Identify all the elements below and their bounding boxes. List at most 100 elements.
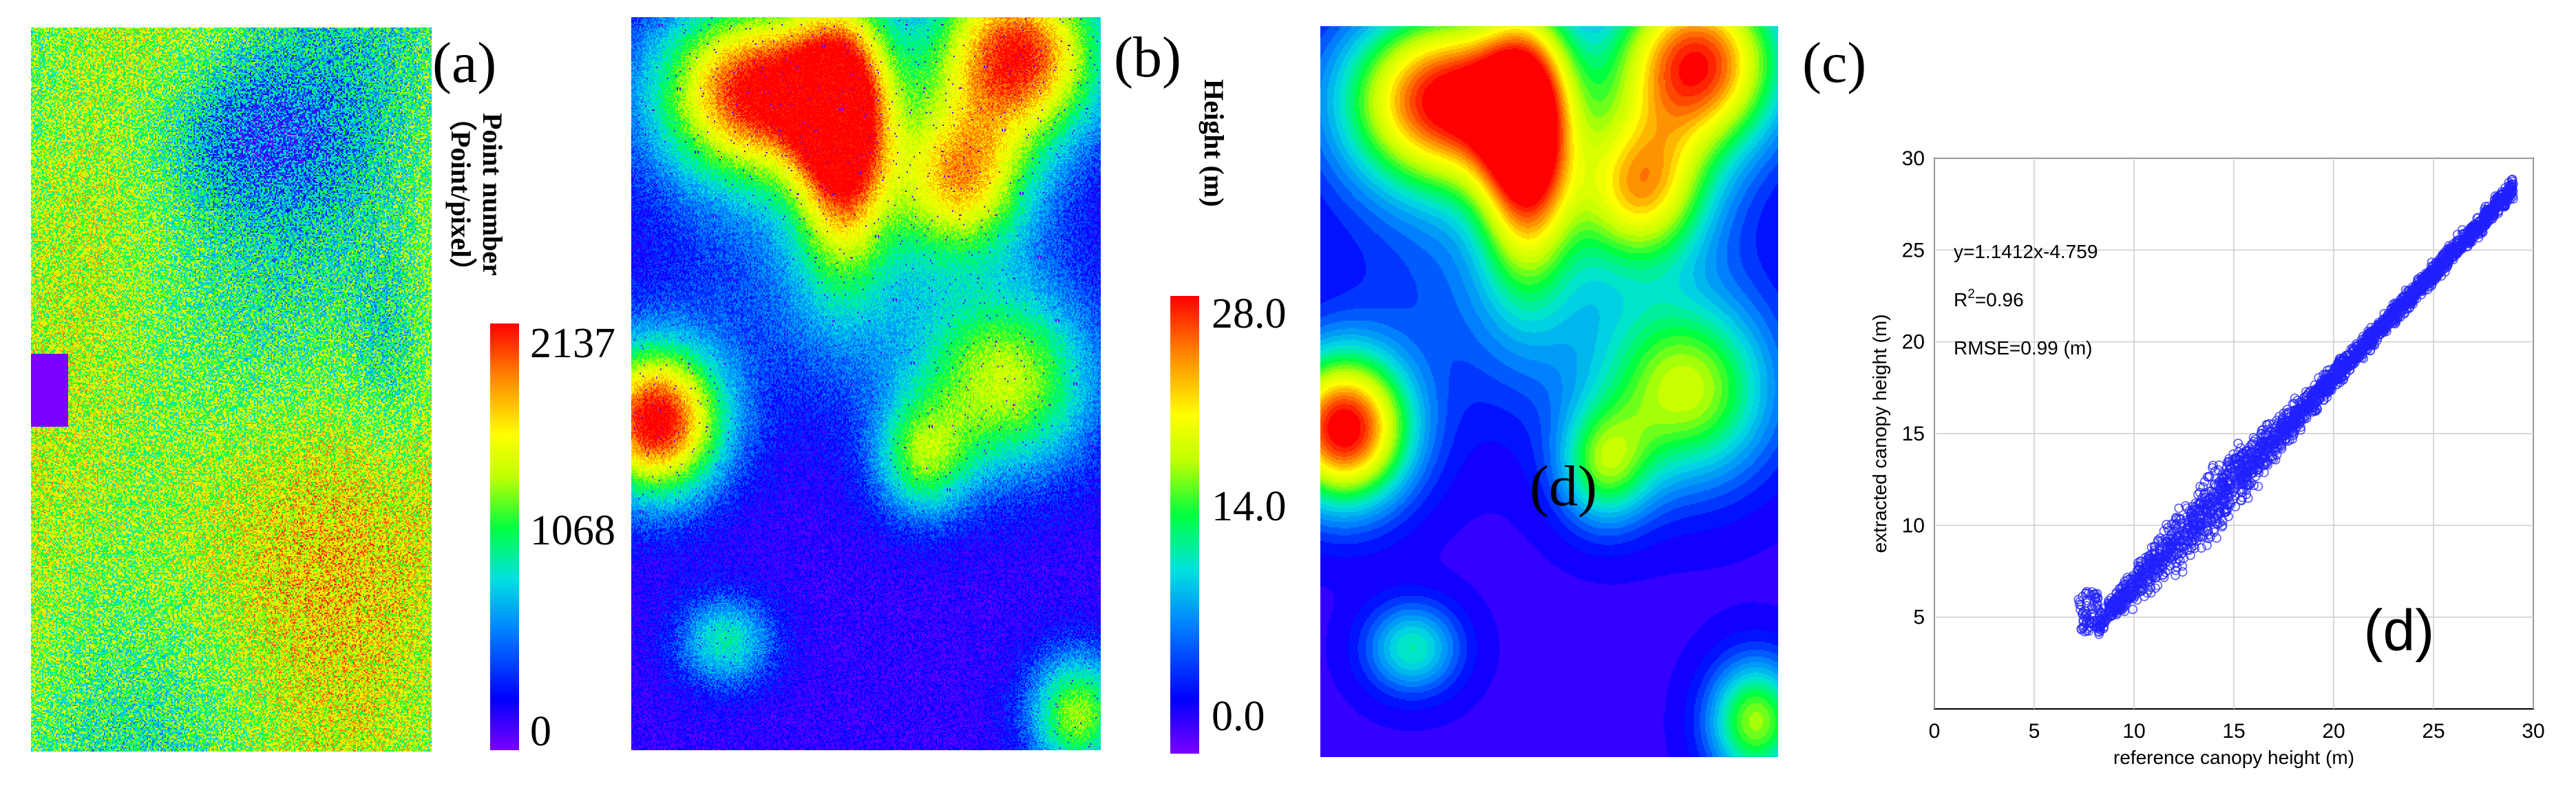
panel-label-d-plot: (d) xyxy=(2364,598,2435,663)
y-tick-label: 15 xyxy=(1902,423,1925,445)
scatter-point xyxy=(2158,556,2168,566)
scatter-point xyxy=(2270,426,2280,436)
scatter-point xyxy=(2157,538,2167,548)
scatter-point xyxy=(2301,411,2312,421)
scatter-point xyxy=(2182,540,2192,550)
colorbar-a xyxy=(490,323,519,750)
scatter-point xyxy=(2273,444,2283,454)
scatter-point xyxy=(2240,467,2250,476)
scatter-point xyxy=(2223,504,2232,514)
scatter-point xyxy=(2482,212,2493,222)
scatter-point xyxy=(2202,540,2212,551)
scatter-point xyxy=(2164,548,2174,558)
scatter-point xyxy=(2373,324,2383,334)
x-tick-label: 5 xyxy=(2029,720,2040,743)
scatter-point xyxy=(2087,587,2097,597)
scatter-point xyxy=(2389,315,2399,326)
scatter-point xyxy=(2358,339,2368,349)
scatter-point xyxy=(2225,478,2235,488)
scatter-point xyxy=(2091,622,2102,633)
scatter-point xyxy=(2464,235,2473,246)
scatter-point xyxy=(2136,586,2146,596)
scatter-point xyxy=(2414,276,2425,286)
panel-label-a: (a) xyxy=(432,31,497,95)
scatter-point xyxy=(2214,507,2224,518)
scatter-point xyxy=(2134,571,2144,582)
scatter-point xyxy=(2235,467,2245,477)
rmse-label: RMSE=0.99 (m) xyxy=(1954,337,2093,359)
scatter-point xyxy=(2199,506,2210,516)
scatter-point xyxy=(2195,487,2205,498)
scatter-point xyxy=(2146,542,2157,553)
scatter-point xyxy=(2162,520,2171,530)
x-tick-label: 10 xyxy=(2122,720,2145,743)
scatter-point xyxy=(2195,525,2205,535)
scatter-point xyxy=(2166,561,2175,571)
scatter-point xyxy=(2386,310,2396,320)
scatter-point xyxy=(2174,548,2184,557)
scatter-point xyxy=(2144,568,2155,577)
scatter-point xyxy=(2428,262,2438,271)
scatter-point xyxy=(2223,457,2233,467)
scatter-point xyxy=(2357,352,2367,363)
scatter-point xyxy=(2120,576,2130,586)
scatter-point xyxy=(2188,501,2197,511)
scatter-point xyxy=(2288,412,2299,423)
scatter-point xyxy=(2117,600,2127,610)
scatter-point xyxy=(2465,232,2475,242)
scatter-point xyxy=(2106,611,2115,622)
scatter-point xyxy=(2152,558,2162,568)
scatter-point xyxy=(2400,298,2410,308)
scatter-point xyxy=(2251,451,2261,461)
scatter-point xyxy=(2197,543,2206,553)
scatter-point xyxy=(2310,385,2320,394)
scatter-point xyxy=(2323,386,2334,396)
scatter-point xyxy=(2177,567,2188,577)
scatter-point xyxy=(2187,538,2197,549)
scatter-point xyxy=(2370,328,2380,337)
scatter-point xyxy=(2217,516,2228,526)
scatter-point xyxy=(2424,273,2434,284)
scatter-point xyxy=(2176,515,2186,525)
scatter-point xyxy=(2294,403,2304,414)
scatter-point xyxy=(2402,304,2411,314)
scatter-point xyxy=(2241,446,2251,456)
scatter-point xyxy=(2118,596,2127,606)
scatter-point xyxy=(2285,421,2294,431)
scatter-point xyxy=(2282,426,2292,436)
scatter-point xyxy=(2403,293,2413,302)
scatter-point xyxy=(2120,584,2131,593)
scatter-point xyxy=(2193,532,2204,542)
regression-equation: y=1.1412x-4.759 xyxy=(1954,241,2098,262)
scatter-point xyxy=(2235,476,2245,486)
scatter-point xyxy=(2196,520,2206,530)
r-squared-label: R2=0.96 xyxy=(1954,287,2024,310)
scatter-point xyxy=(2311,396,2321,406)
scatter-point xyxy=(2288,399,2298,409)
scatter-point xyxy=(2335,377,2345,387)
scatter-point xyxy=(2417,273,2427,283)
scatter-point xyxy=(2209,527,2219,537)
panel-label-d-map: (d) xyxy=(1530,454,1597,518)
scatter-point xyxy=(2274,417,2283,427)
scatter-point xyxy=(2505,182,2515,193)
y-tick-label: 20 xyxy=(1902,331,1925,354)
scatter-point xyxy=(2108,610,2118,619)
scatter-point xyxy=(2413,285,2422,295)
y-axis-label: extracted canopy height (m) xyxy=(1869,314,1890,553)
scatter-point xyxy=(2084,617,2094,628)
panel-label-c: (c) xyxy=(1802,31,1867,95)
scatter-point xyxy=(2237,496,2246,506)
scatter-point xyxy=(2229,484,2239,494)
scatter-point xyxy=(2209,480,2219,490)
scatter-point xyxy=(2268,451,2277,460)
scatter-point xyxy=(2260,429,2270,439)
scatter-point xyxy=(2246,440,2257,449)
scatter-point xyxy=(2146,588,2156,598)
scatter-point xyxy=(2343,363,2352,374)
scatter-point xyxy=(2233,465,2244,476)
scatter-point xyxy=(2202,508,2212,518)
scatter-point xyxy=(2307,405,2317,416)
height-map-smoothed xyxy=(1320,26,1778,757)
scatter-point xyxy=(2330,376,2340,386)
